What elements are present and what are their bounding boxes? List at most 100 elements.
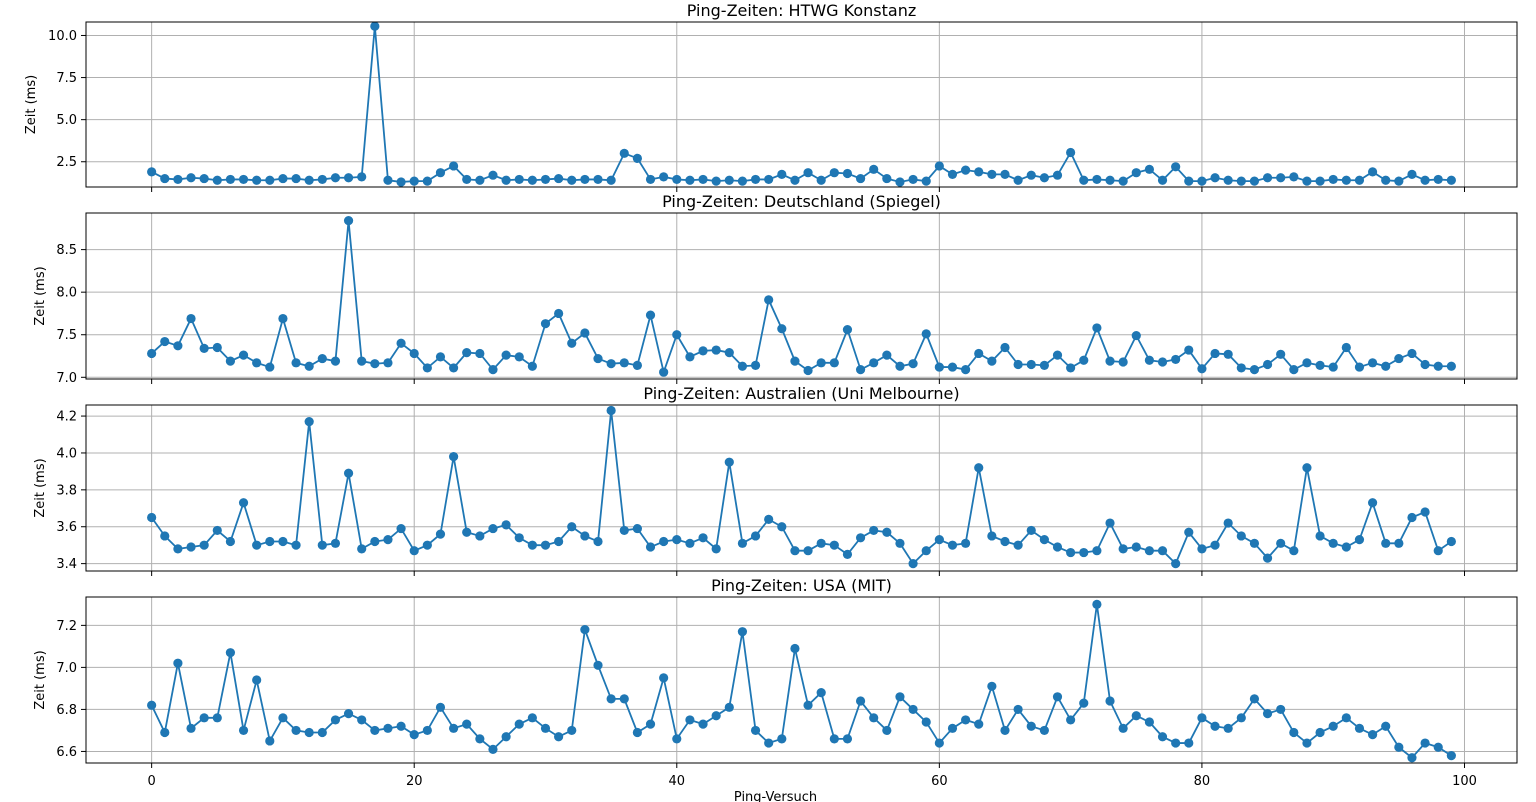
data-point	[1184, 527, 1194, 537]
data-point	[750, 725, 761, 736]
data-point	[1420, 359, 1430, 370]
data-point	[816, 538, 826, 548]
data-point	[238, 725, 249, 736]
data-point	[330, 356, 341, 366]
data-point	[619, 525, 629, 536]
data-point	[317, 727, 327, 738]
subplot-title: Ping-Zeiten: Australien (Uni Melbourne)	[643, 384, 959, 403]
data-point	[1092, 323, 1102, 333]
series-line	[151, 220, 1452, 376]
data-point	[462, 719, 472, 729]
data-point	[698, 533, 708, 543]
data-point	[1341, 542, 1351, 552]
data-point	[895, 361, 905, 371]
y-tick-label: 7.2	[56, 619, 77, 634]
data-point	[790, 356, 800, 366]
data-point	[711, 544, 721, 554]
data-point	[554, 173, 564, 184]
data-point	[803, 700, 813, 710]
data-point	[593, 536, 603, 547]
data-point	[1013, 540, 1023, 550]
data-point	[908, 704, 918, 715]
data-point	[540, 319, 551, 329]
data-point	[147, 348, 157, 359]
data-point	[488, 365, 498, 375]
data-point	[685, 175, 695, 185]
data-point	[291, 540, 301, 550]
data-point	[475, 175, 485, 185]
x-tick-label: 60	[931, 774, 948, 789]
data-point	[1197, 364, 1207, 374]
data-point	[685, 352, 695, 362]
data-point	[1066, 715, 1076, 725]
data-point	[724, 348, 734, 358]
data-point	[317, 540, 327, 550]
data-point	[1052, 170, 1063, 180]
data-point	[737, 361, 748, 371]
data-point	[396, 177, 406, 187]
series-line	[150, 604, 1452, 759]
data-point	[934, 161, 944, 171]
data-point	[764, 738, 774, 748]
subplot-4: 6.6 6.8 7.0 7.2 0 20 40 60 80 100 Ping-Zeiten: USA…	[33, 576, 1518, 802]
subplot-2: 7.0 7.5 8.0 8.5 Ping-Zeiten: Deutschland (Sp…	[33, 192, 1518, 386]
data-point	[1144, 355, 1154, 365]
data-point	[1262, 709, 1273, 719]
data-point	[632, 153, 642, 163]
data-point	[1223, 518, 1233, 528]
data-point	[777, 169, 787, 179]
data-point	[1394, 538, 1404, 548]
data-point	[212, 525, 222, 536]
data-point	[947, 169, 958, 179]
plot-frame	[85, 212, 1518, 380]
data-point	[1092, 174, 1102, 185]
data-point	[1171, 738, 1181, 748]
plot-frame	[85, 596, 1518, 764]
data-point	[1276, 538, 1286, 548]
data-point	[842, 325, 853, 335]
data-point	[160, 173, 170, 184]
data-point	[186, 313, 196, 324]
data-point	[186, 173, 196, 183]
data-point	[488, 523, 498, 534]
data-point	[829, 734, 839, 744]
data-point	[1381, 175, 1391, 185]
data-point	[1420, 738, 1430, 748]
data-point	[1394, 176, 1404, 186]
data-point	[1433, 174, 1443, 185]
data-point	[1092, 599, 1102, 609]
data-point	[1171, 559, 1181, 569]
data-point	[199, 343, 209, 353]
data-point	[330, 173, 341, 183]
data-point	[357, 356, 367, 366]
data-point	[304, 417, 314, 427]
data-point	[1092, 546, 1102, 556]
data-point	[974, 167, 984, 177]
data-point	[370, 359, 380, 369]
data-point	[238, 174, 249, 185]
data-point	[1105, 175, 1115, 185]
data-point	[1354, 535, 1365, 545]
data-point	[632, 360, 642, 370]
data-point	[1026, 170, 1036, 180]
data-point	[961, 365, 971, 375]
data-point	[317, 174, 327, 185]
data-point	[1052, 692, 1063, 702]
data-point	[1446, 175, 1456, 185]
data-point	[1026, 359, 1036, 370]
data-point	[527, 540, 537, 550]
data-point	[711, 345, 721, 355]
data-point	[1079, 698, 1089, 708]
data-point	[1118, 357, 1128, 367]
data-point	[252, 540, 262, 550]
data-point	[934, 535, 944, 545]
data-point	[501, 350, 511, 360]
data-point	[173, 174, 183, 185]
y-tick-label: 4.0	[56, 446, 77, 461]
data-point	[619, 358, 629, 368]
data-point	[1066, 363, 1076, 373]
data-point	[947, 362, 958, 372]
data-point	[764, 174, 774, 185]
data-point	[1197, 544, 1207, 554]
data-point	[685, 538, 695, 548]
